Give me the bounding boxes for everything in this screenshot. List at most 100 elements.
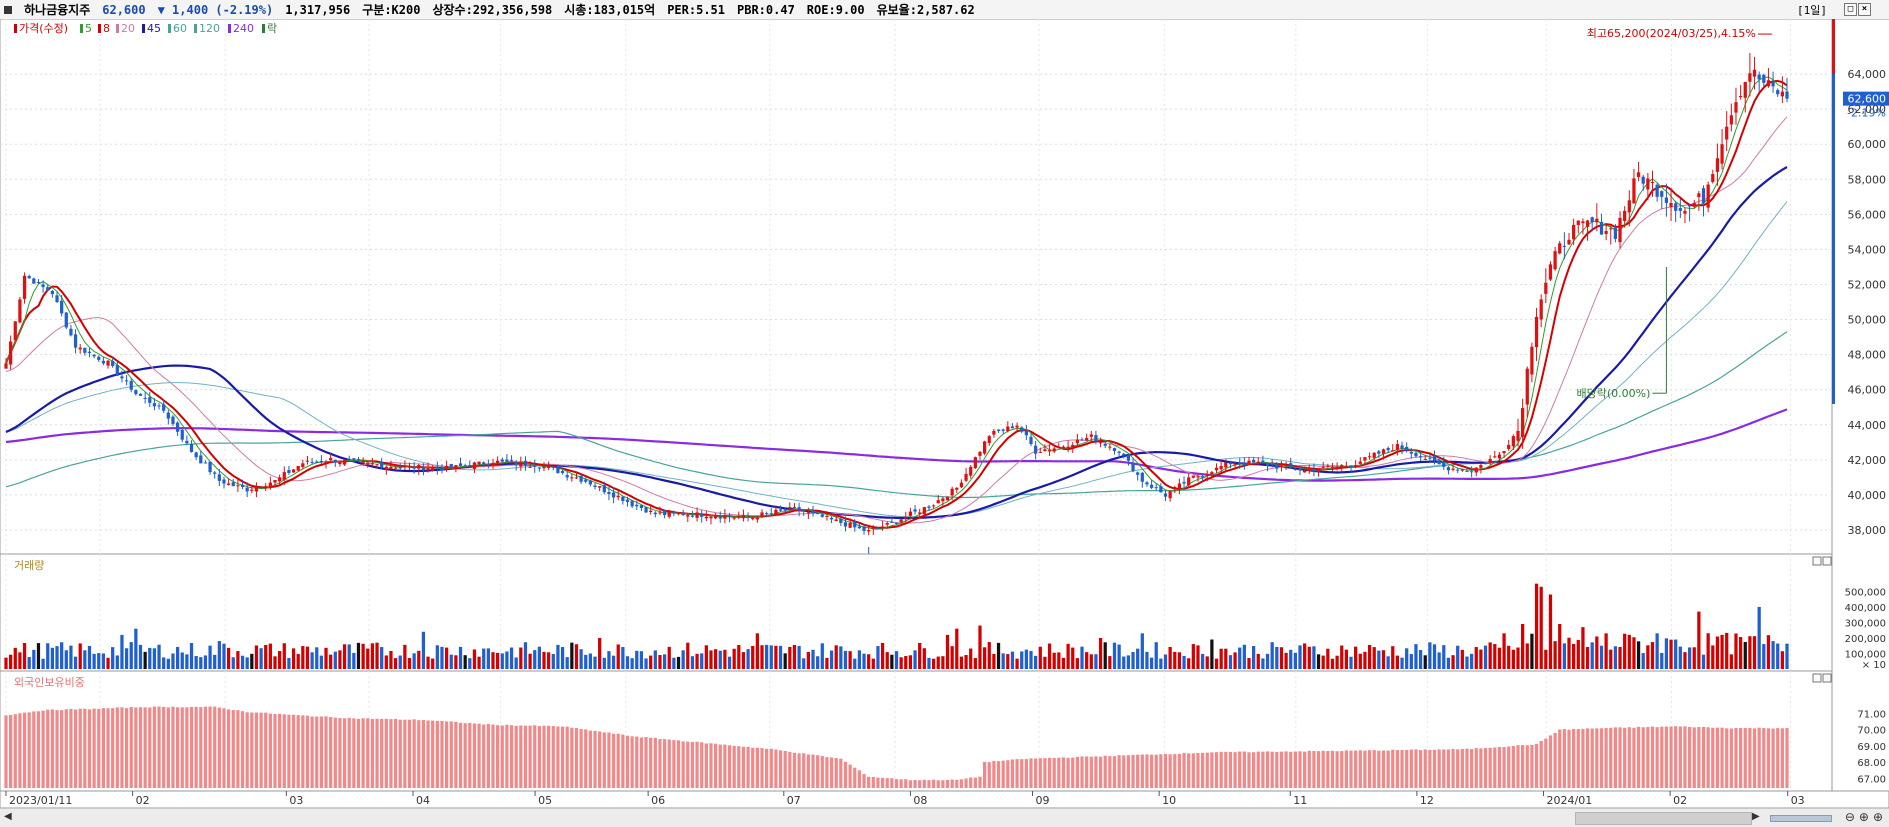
volume-bar[interactable] <box>802 658 806 669</box>
candle-body[interactable] <box>1085 437 1089 441</box>
volume-bar[interactable] <box>1066 643 1070 669</box>
foreign-bar[interactable] <box>1071 757 1075 788</box>
foreign-bar[interactable] <box>1423 749 1427 788</box>
volume-bar[interactable] <box>120 634 124 669</box>
volume-bar[interactable] <box>1377 650 1381 669</box>
foreign-bar[interactable] <box>55 710 59 788</box>
candle-body[interactable] <box>73 334 78 348</box>
scroll-thumb[interactable] <box>1575 812 1752 825</box>
foreign-bar[interactable] <box>1409 749 1413 788</box>
foreign-bar[interactable] <box>973 777 977 788</box>
candle-body[interactable] <box>496 460 500 463</box>
candle-body[interactable] <box>1599 221 1604 235</box>
candle-body[interactable] <box>1687 204 1692 207</box>
foreign-bar[interactable] <box>509 725 514 788</box>
candle-body[interactable] <box>806 512 811 514</box>
candle-body[interactable] <box>829 517 834 520</box>
foreign-bar[interactable] <box>50 709 55 788</box>
foreign-bar[interactable] <box>746 746 750 788</box>
candle-body[interactable] <box>1335 466 1339 469</box>
candle-body[interactable] <box>690 515 695 517</box>
volume-bar[interactable] <box>1154 642 1158 669</box>
volume-bar[interactable] <box>709 650 713 669</box>
foreign-bar[interactable] <box>1725 728 1729 788</box>
candle-body[interactable] <box>296 465 300 471</box>
volume-bar[interactable] <box>389 650 393 669</box>
foreign-bar[interactable] <box>1298 751 1302 788</box>
foreign-bar[interactable] <box>1094 756 1098 788</box>
candle-body[interactable] <box>477 461 481 465</box>
candle-body[interactable] <box>964 473 968 481</box>
foreign-bar[interactable] <box>333 717 337 788</box>
candle-body[interactable] <box>1734 102 1738 113</box>
candle-body[interactable] <box>505 459 509 462</box>
foreign-bar[interactable] <box>1623 727 1627 788</box>
volume-bar[interactable] <box>857 650 862 669</box>
candle-body[interactable] <box>148 397 152 403</box>
candle-body[interactable] <box>500 459 504 462</box>
candle-body[interactable] <box>375 464 379 466</box>
foreign-bar[interactable] <box>751 747 755 788</box>
zoom-reset-icon[interactable]: ⊕ <box>1872 810 1883 824</box>
foreign-bar[interactable] <box>797 753 801 788</box>
candle-body[interactable] <box>1544 282 1548 294</box>
volume-bar[interactable] <box>111 647 115 669</box>
foreign-bar[interactable] <box>616 733 620 788</box>
foreign-bar[interactable] <box>111 708 115 788</box>
foreign-bar[interactable] <box>667 739 671 788</box>
volume-bar[interactable] <box>876 646 880 669</box>
volume-bar[interactable] <box>458 646 463 669</box>
foreign-bar[interactable] <box>273 713 277 788</box>
volume-bar[interactable] <box>1405 648 1409 669</box>
volume-bar[interactable] <box>13 647 17 669</box>
foreign-bar[interactable] <box>1149 754 1154 788</box>
candle-body[interactable] <box>1525 368 1529 405</box>
foreign-bar[interactable] <box>1613 727 1618 788</box>
foreign-bar[interactable] <box>1224 751 1228 788</box>
volume-bar[interactable] <box>1303 643 1307 669</box>
foreign-bar[interactable] <box>514 725 518 788</box>
foreign-bar[interactable] <box>1715 727 1720 788</box>
foreign-bar[interactable] <box>630 736 634 788</box>
foreign-bar[interactable] <box>245 712 249 788</box>
volume-bar[interactable] <box>1321 655 1325 669</box>
volume-bar[interactable] <box>806 652 811 669</box>
candle-body[interactable] <box>727 515 732 517</box>
candle-body[interactable] <box>1585 220 1590 227</box>
foreign-bar[interactable] <box>13 714 17 788</box>
volume-bar[interactable] <box>1599 645 1604 669</box>
candle-body[interactable] <box>653 512 657 515</box>
foreign-bar[interactable] <box>1771 728 1775 788</box>
volume-bar[interactable] <box>1326 648 1330 669</box>
candle-body[interactable] <box>138 393 143 396</box>
foreign-bar[interactable] <box>1112 756 1117 788</box>
volume-bar[interactable] <box>1442 645 1446 669</box>
foreign-bar[interactable] <box>931 779 936 788</box>
volume-bar[interactable] <box>931 658 936 669</box>
volume-bar[interactable] <box>1400 657 1404 669</box>
candle-body[interactable] <box>92 354 96 357</box>
foreign-bar[interactable] <box>185 707 189 788</box>
foreign-bar[interactable] <box>389 719 393 788</box>
volume-bar[interactable] <box>1015 658 1019 669</box>
foreign-bar[interactable] <box>792 752 797 788</box>
candle-body[interactable] <box>1108 446 1112 448</box>
foreign-bar[interactable] <box>1711 727 1715 788</box>
foreign-bar[interactable] <box>853 767 857 788</box>
volume-bar[interactable] <box>361 643 365 669</box>
foreign-bar[interactable] <box>899 779 903 788</box>
candle-body[interactable] <box>676 513 681 515</box>
foreign-bar[interactable] <box>69 708 73 788</box>
candle-body[interactable] <box>1567 239 1571 245</box>
foreign-bar[interactable] <box>741 746 746 788</box>
foreign-bar[interactable] <box>1136 754 1140 788</box>
volume-bar[interactable] <box>1098 637 1103 669</box>
close-icon[interactable]: × <box>1858 3 1871 16</box>
volume-bar[interactable] <box>1122 656 1126 669</box>
volume-bar[interactable] <box>1558 624 1562 669</box>
candle-body[interactable] <box>1664 197 1669 203</box>
volume-bar[interactable] <box>904 656 908 669</box>
volume-bar[interactable] <box>1149 657 1154 669</box>
foreign-bar[interactable] <box>287 714 291 788</box>
volume-bar[interactable] <box>1488 642 1492 669</box>
